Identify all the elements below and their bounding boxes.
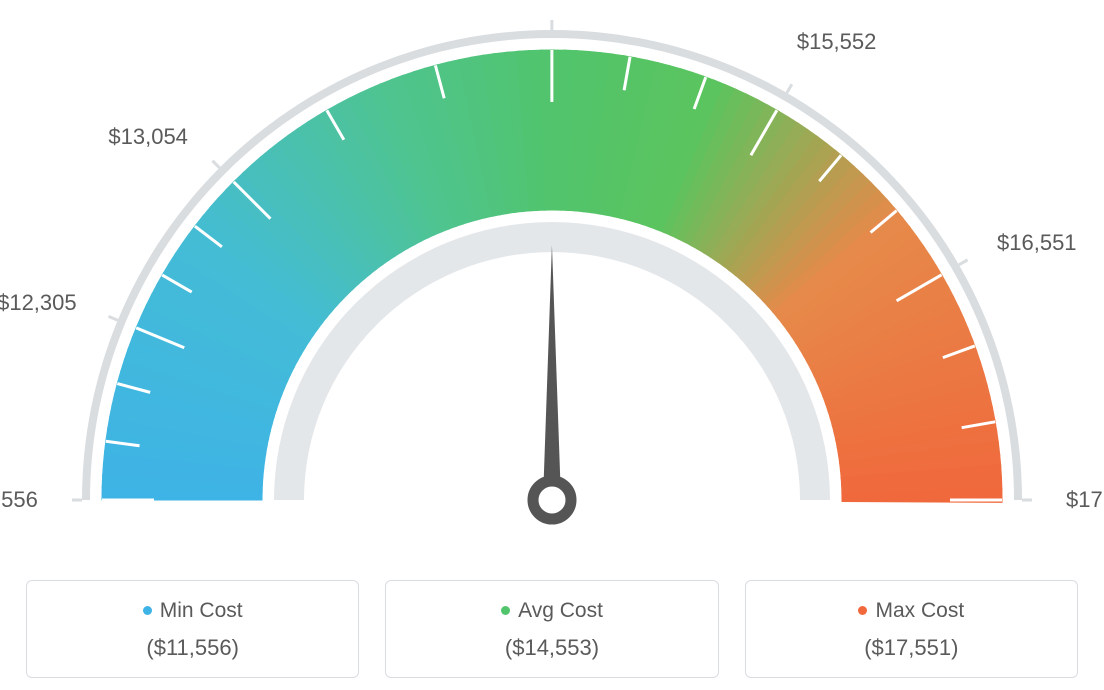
tick-label: $17,551 <box>1066 487 1104 513</box>
max-cost-label: Max Cost <box>875 599 964 622</box>
tick-label: $16,551 <box>997 230 1077 256</box>
max-cost-value: ($17,551) <box>756 635 1067 661</box>
tick-label: $12,305 <box>0 290 77 316</box>
min-dot-icon <box>143 606 152 615</box>
tick-label: $15,552 <box>797 29 877 55</box>
min-cost-label: Min Cost <box>160 599 243 622</box>
tick-label: $13,054 <box>108 124 188 150</box>
avg-cost-value: ($14,553) <box>396 635 707 661</box>
min-cost-title: Min Cost <box>37 599 348 623</box>
max-cost-card: Max Cost ($17,551) <box>745 580 1078 678</box>
avg-cost-card: Avg Cost ($14,553) <box>385 580 718 678</box>
tick-label: $11,556 <box>0 487 38 513</box>
gauge-chart: $11,556$12,305$13,054$14,553$15,552$16,5… <box>0 0 1104 560</box>
min-cost-card: Min Cost ($11,556) <box>26 580 359 678</box>
min-cost-value: ($11,556) <box>37 635 348 661</box>
avg-cost-label: Avg Cost <box>518 599 603 622</box>
max-cost-title: Max Cost <box>756 599 1067 623</box>
max-dot-icon <box>858 606 867 615</box>
avg-cost-title: Avg Cost <box>396 599 707 623</box>
legend-cards: Min Cost ($11,556) Avg Cost ($14,553) Ma… <box>26 580 1078 678</box>
avg-dot-icon <box>501 606 510 615</box>
